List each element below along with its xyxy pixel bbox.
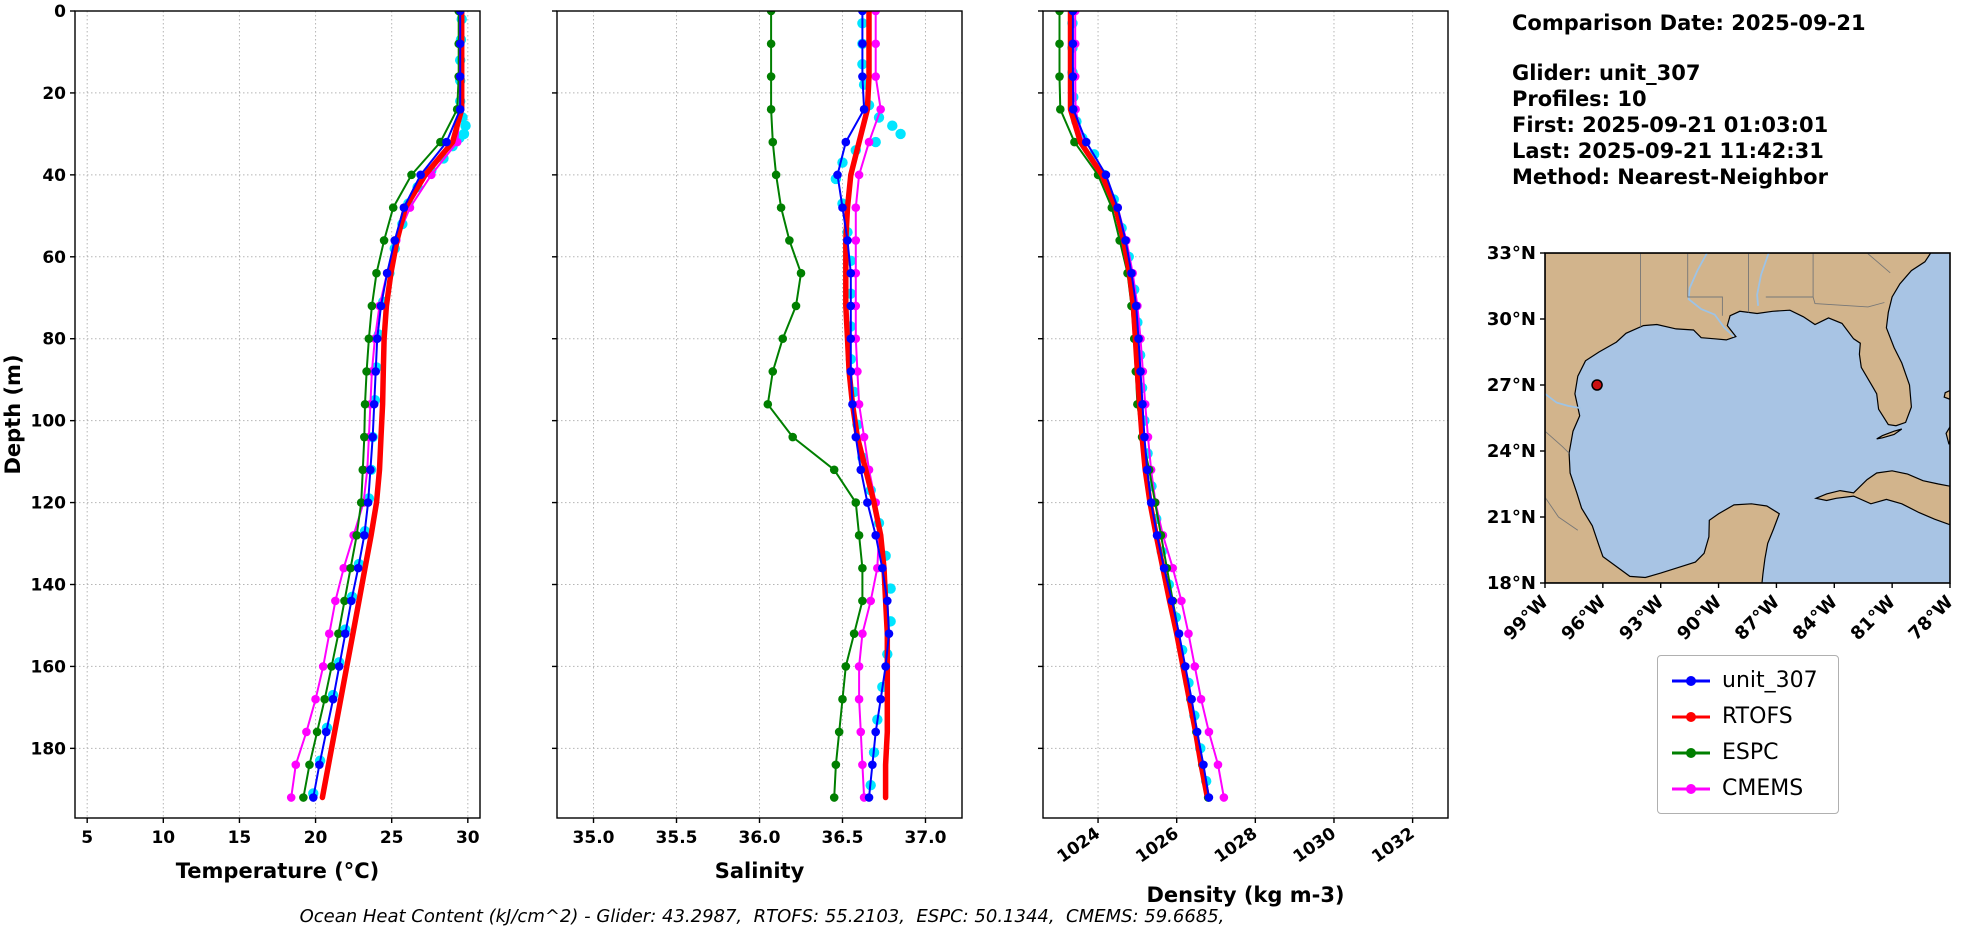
svg-text:40: 40 bbox=[42, 166, 66, 186]
legend-label: RTOFS bbox=[1722, 704, 1793, 729]
svg-text:10: 10 bbox=[151, 828, 175, 848]
svg-text:30: 30 bbox=[456, 828, 480, 848]
svg-text:78°W: 78°W bbox=[1905, 592, 1958, 645]
svg-text:1024: 1024 bbox=[1054, 824, 1104, 868]
ocean-heat-content-caption: Ocean Heat Content (kJ/cm^2) - Glider: 4… bbox=[299, 906, 1225, 927]
legend-item: RTOFS bbox=[1670, 704, 1818, 729]
svg-text:27°N: 27°N bbox=[1487, 375, 1536, 396]
svg-text:35.0: 35.0 bbox=[573, 828, 615, 848]
legend-swatch-rtofs bbox=[1672, 711, 1710, 722]
svg-text:33°N: 33°N bbox=[1487, 243, 1536, 264]
method-text: Method: Nearest-Neighbor bbox=[1512, 165, 1828, 189]
density-profile-chart: 1024 1026 1028 1030 1032 Density (kg m-3) bbox=[1038, 10, 1449, 907]
svg-text:5: 5 bbox=[81, 828, 93, 848]
svg-text:36.5: 36.5 bbox=[822, 828, 864, 848]
svg-text:36.0: 36.0 bbox=[739, 828, 781, 848]
comparison-date-text: Comparison Date: 2025-09-21 bbox=[1512, 11, 1866, 35]
svg-text:1026: 1026 bbox=[1132, 824, 1182, 868]
svg-text:18°N: 18°N bbox=[1487, 573, 1536, 594]
comparison-info-block: Comparison Date: 2025-09-21 Glider: unit… bbox=[1512, 10, 1866, 190]
svg-text:Depth (m): Depth (m) bbox=[1, 354, 25, 474]
svg-text:1030: 1030 bbox=[1290, 824, 1340, 868]
legend-item: unit_307 bbox=[1670, 668, 1818, 693]
svg-text:Salinity: Salinity bbox=[715, 859, 805, 883]
legend-swatch-unit_307 bbox=[1672, 675, 1710, 686]
legend-item: ESPC bbox=[1670, 740, 1818, 765]
svg-text:180: 180 bbox=[31, 739, 67, 759]
svg-text:120: 120 bbox=[31, 494, 67, 514]
profiles-count-text: Profiles: 10 bbox=[1512, 87, 1647, 111]
legend-label: ESPC bbox=[1722, 740, 1779, 765]
svg-text:Density (kg m-3): Density (kg m-3) bbox=[1146, 883, 1344, 907]
svg-text:99°W: 99°W bbox=[1500, 592, 1553, 645]
svg-text:93°W: 93°W bbox=[1615, 592, 1668, 645]
svg-text:25: 25 bbox=[380, 828, 404, 848]
svg-text:37.0: 37.0 bbox=[905, 828, 947, 848]
svg-text:20: 20 bbox=[42, 84, 66, 104]
gulf-of-mexico-map: 33°N 30°N 27°N 24°N 21°N 18°N99°W 96°W 93°W 90°W… bbox=[1487, 243, 1958, 645]
legend-label: unit_307 bbox=[1722, 668, 1818, 693]
svg-text:87°W: 87°W bbox=[1731, 592, 1784, 645]
svg-text:Temperature (°C): Temperature (°C) bbox=[176, 859, 379, 883]
svg-text:21°N: 21°N bbox=[1487, 507, 1536, 528]
svg-text:160: 160 bbox=[31, 657, 67, 677]
svg-text:30°N: 30°N bbox=[1487, 309, 1536, 330]
svg-text:1028: 1028 bbox=[1211, 824, 1261, 868]
glider-location-marker bbox=[1591, 379, 1603, 391]
svg-text:1032: 1032 bbox=[1368, 824, 1418, 868]
svg-text:84°W: 84°W bbox=[1789, 592, 1842, 645]
svg-text:100: 100 bbox=[31, 412, 67, 432]
svg-text:0: 0 bbox=[54, 2, 66, 22]
last-profile-time-text: Last: 2025-09-21 11:42:31 bbox=[1512, 139, 1824, 163]
legend: unit_307 RTOFS ESPC CMEMS bbox=[1657, 655, 1839, 814]
legend-label: CMEMS bbox=[1722, 776, 1804, 801]
svg-text:15: 15 bbox=[228, 828, 252, 848]
svg-text:24°N: 24°N bbox=[1487, 441, 1536, 462]
temperature-profile-chart: 5 10 15 20 25 30 0 20 40 60 80 100 120 140 160 180 Tempe… bbox=[1, 2, 481, 883]
svg-text:80: 80 bbox=[42, 330, 66, 350]
svg-text:81°W: 81°W bbox=[1847, 592, 1900, 645]
svg-text:60: 60 bbox=[42, 248, 66, 268]
svg-text:90°W: 90°W bbox=[1673, 592, 1726, 645]
svg-text:140: 140 bbox=[31, 576, 67, 596]
svg-text:96°W: 96°W bbox=[1557, 592, 1610, 645]
svg-text:20: 20 bbox=[304, 828, 328, 848]
glider-name-text: Glider: unit_307 bbox=[1512, 61, 1701, 85]
legend-swatch-cmems bbox=[1672, 783, 1710, 794]
svg-text:35.5: 35.5 bbox=[656, 828, 698, 848]
legend-item: CMEMS bbox=[1670, 776, 1818, 801]
first-profile-time-text: First: 2025-09-21 01:03:01 bbox=[1512, 113, 1829, 137]
legend-swatch-espc bbox=[1672, 747, 1710, 758]
salinity-profile-chart: 35.0 35.5 36.0 36.5 37.0 Salinity bbox=[552, 10, 963, 883]
